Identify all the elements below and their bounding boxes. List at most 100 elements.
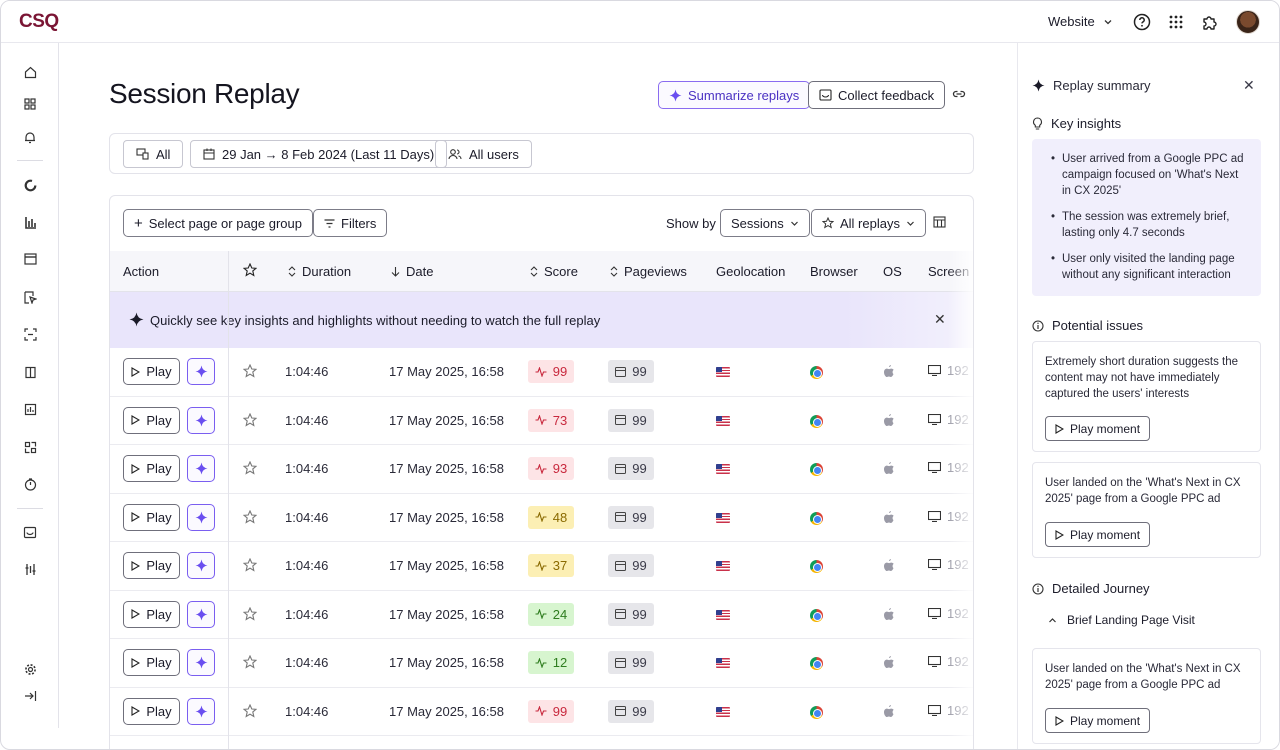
summarize-replay-button[interactable] (187, 600, 215, 628)
sort-icon (610, 266, 618, 277)
user-avatar[interactable] (1236, 10, 1260, 34)
link-icon[interactable] (952, 87, 966, 104)
chrome-icon (810, 511, 823, 525)
us-flag-icon (716, 415, 730, 426)
segments-icon[interactable] (21, 438, 39, 456)
table-row[interactable]: Play 1:04:46 17 May 2025, 16:58 24 99 (110, 591, 973, 639)
column-pageviews[interactable]: Pageviews (610, 264, 687, 279)
column-os[interactable]: OS (883, 264, 902, 279)
insight-item: User only visited the landing page witho… (1051, 251, 1249, 283)
users-icon (448, 149, 462, 160)
pageviews-value: 99 (632, 461, 647, 476)
device-filter[interactable]: All (123, 140, 184, 168)
pageviews-value: 99 (632, 703, 647, 719)
journey-item-toggle[interactable]: Brief Landing Page Visit (1048, 613, 1195, 627)
settings-gear-icon[interactable] (21, 660, 39, 678)
select-page-button[interactable]: + Select page or page group (123, 209, 313, 237)
favorite-star-icon[interactable] (242, 509, 258, 527)
issue-text: Extremely short duration suggests the co… (1045, 356, 1239, 400)
journey-icon[interactable] (21, 325, 39, 343)
play-button[interactable]: Play (123, 697, 180, 725)
us-flag-icon (716, 464, 730, 474)
close-panel-icon[interactable]: ✕ (1243, 77, 1255, 93)
play-button[interactable]: Play (123, 600, 180, 628)
table-row[interactable]: Play 1:04:46 17 May 2025, 16:58 99 99 (110, 348, 973, 397)
expand-nav-icon[interactable] (21, 687, 39, 705)
play-moment-button[interactable]: Play moment (1045, 416, 1151, 441)
table-row[interactable]: Play 1:04:46 17 May 2025, 16:58 73 99 (110, 397, 973, 445)
table-row[interactable]: Play 1:04:46 17 May 2025, 16:58 99 99 (110, 688, 973, 736)
report-icon[interactable] (21, 400, 39, 418)
show-by-label: Show by (666, 216, 716, 231)
favorite-star-icon[interactable] (242, 363, 258, 381)
favorite-column-star-icon[interactable] (243, 263, 257, 277)
dashboard-icon[interactable] (21, 95, 39, 113)
pageviews-badge: 99 (608, 602, 654, 626)
info-icon (1032, 582, 1044, 595)
play-button[interactable]: Play (123, 455, 180, 482)
favorite-star-icon[interactable] (242, 703, 258, 721)
play-button[interactable]: Play (123, 649, 180, 676)
table-row[interactable]: Play 1:04:46 17 May 2025, 16:58 12 99 (110, 639, 973, 688)
summarize-replays-button[interactable]: Summarize replays (658, 81, 811, 109)
pageviews-badge: 99 (608, 651, 654, 674)
date-range-filter[interactable]: 29 Jan → 8 Feb 2024 (Last 11 Days) (190, 140, 448, 168)
sessions-select[interactable]: Sessions (720, 209, 810, 237)
summarize-replay-button[interactable] (187, 503, 215, 531)
compare-icon[interactable] (21, 363, 39, 381)
page-icon (615, 706, 627, 716)
bell-icon[interactable] (21, 128, 39, 146)
play-moment-button[interactable]: Play moment (1045, 522, 1151, 547)
close-banner-icon[interactable]: ✕ (934, 311, 946, 327)
play-icon (1055, 715, 1064, 726)
play-button[interactable]: Play (123, 503, 180, 531)
favorite-star-icon[interactable] (242, 654, 258, 672)
play-button[interactable]: Play (123, 358, 180, 385)
window-icon[interactable] (21, 250, 39, 268)
timer-icon[interactable] (21, 475, 39, 493)
column-geolocation[interactable]: Geolocation (716, 264, 786, 279)
equalizer-icon[interactable] (21, 560, 39, 578)
replays-select[interactable]: All replays (811, 209, 926, 237)
table-row[interactable]: Play 1:04:46 17 May 2025, 16:58 48 99 (110, 494, 973, 542)
play-icon (1055, 423, 1064, 434)
session-replay-icon[interactable] (21, 288, 39, 306)
favorite-star-icon[interactable] (242, 557, 258, 575)
users-filter[interactable]: All users (435, 140, 532, 168)
column-duration[interactable]: Duration (288, 264, 351, 279)
table-row[interactable]: Play 1:04:46 17 May 2025, 16:58 93 99 (110, 445, 973, 494)
pageviews-value: 99 (632, 364, 647, 379)
favorite-star-icon[interactable] (242, 606, 258, 624)
help-icon[interactable] (1132, 12, 1152, 32)
column-score[interactable]: Score (530, 264, 578, 279)
device-filter-label: All (156, 146, 171, 162)
column-browser[interactable]: Browser (810, 264, 858, 279)
website-selector[interactable]: Website (1048, 14, 1113, 29)
collect-feedback-button[interactable]: Collect feedback (808, 81, 946, 109)
columns-icon[interactable] (933, 216, 946, 231)
summarize-replay-button[interactable] (187, 649, 215, 676)
summarize-replay-button[interactable] (187, 552, 215, 579)
apps-grid-icon[interactable] (1166, 12, 1186, 32)
play-button[interactable]: Play (123, 406, 180, 434)
favorite-star-icon[interactable] (242, 460, 258, 478)
ai-insights-banner: Quickly see key insights and highlights … (110, 292, 973, 348)
play-button[interactable]: Play (123, 552, 180, 579)
summarize-replay-button[interactable] (187, 455, 215, 482)
home-icon[interactable] (21, 63, 39, 81)
summarize-replay-button[interactable] (187, 406, 215, 434)
column-date[interactable]: Date (391, 264, 433, 279)
favorite-star-icon[interactable] (242, 412, 258, 430)
filters-button[interactable]: Filters (313, 209, 388, 237)
analytics-ring-icon[interactable] (21, 176, 39, 194)
table-header: Action Duration Date Score (110, 251, 973, 292)
table-row[interactable]: Play 1:04:46 17 May 2025, 16:58 37 99 (110, 542, 973, 591)
bar-chart-icon[interactable] (21, 213, 39, 231)
chrome-icon (810, 463, 823, 476)
puzzle-icon[interactable] (1200, 12, 1220, 32)
feedback-icon[interactable] (21, 523, 39, 541)
summarize-replay-button[interactable] (187, 358, 215, 385)
play-moment-button[interactable]: Play moment (1045, 708, 1151, 733)
summarize-replay-button[interactable] (187, 697, 215, 725)
